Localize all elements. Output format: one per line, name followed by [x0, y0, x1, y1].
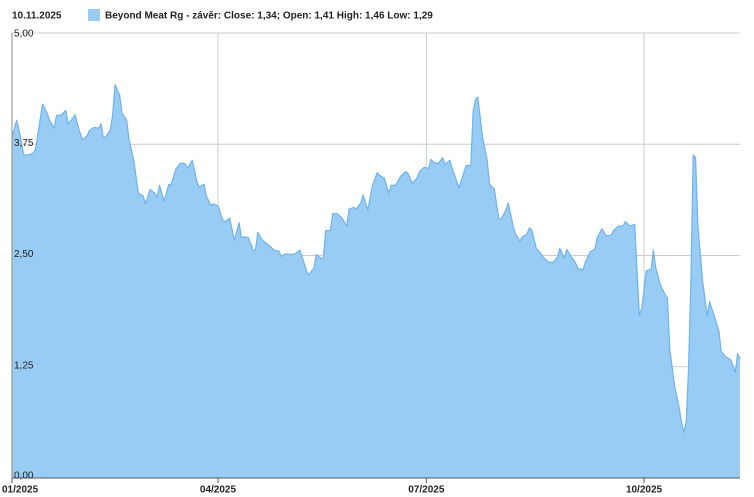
x-tick-label: 04/2025	[200, 485, 237, 496]
axes: 0,00 1,25 2,50 3,75 5,00 01/2025 04/2025 07/202…	[2, 29, 740, 496]
legend: Beyond Meat Rg - závěr: Close: 1,34; Ope…	[88, 9, 433, 22]
y-tick-label: 3,75	[14, 138, 34, 149]
plot	[11, 84, 741, 479]
price-line	[11, 84, 741, 434]
y-tick-label: 2,50	[14, 249, 34, 260]
y-tick-label: 1,25	[14, 360, 34, 371]
legend-swatch	[88, 9, 100, 21]
y-tick-label: 5,00	[14, 29, 34, 40]
x-tick-label: 01/2025	[2, 485, 39, 496]
area-fill	[12, 84, 740, 479]
chart-date: 10.11.2025	[12, 11, 62, 22]
legend-label: Beyond Meat Rg - závěr: Close: 1,34; Ope…	[105, 11, 433, 22]
y-tick-label: 0,00	[14, 471, 34, 482]
x-tick-label: 07/2025	[408, 485, 445, 496]
x-tick-label: 10/2025	[626, 485, 663, 496]
